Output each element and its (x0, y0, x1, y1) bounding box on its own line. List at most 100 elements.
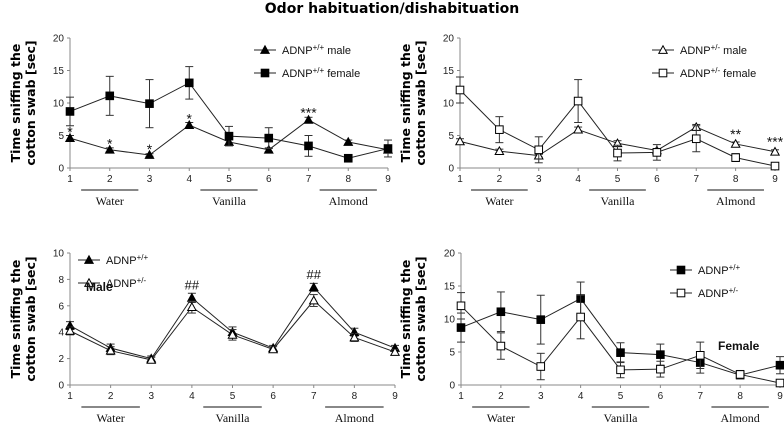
chart-panel-2: 0 5 10 15 20 1 2 3 4 5 6 7 8 9 Time sniffing the cotton… (398, 34, 784, 209)
x-tick-label: 7 (693, 174, 699, 185)
legend-marker (83, 277, 95, 287)
data-point (303, 114, 314, 124)
y-axis-label: Time sniffing the (398, 44, 413, 163)
y-tick-label: 20 (444, 249, 456, 260)
y-tick-label: 10 (53, 99, 65, 110)
x-tick-label: 4 (578, 391, 584, 402)
data-point (730, 138, 741, 148)
group-label: Water (485, 194, 513, 208)
data-point (186, 292, 197, 302)
x-tick-label: 2 (498, 391, 504, 402)
y-tick-label: 4 (58, 328, 64, 339)
data-point (616, 348, 625, 357)
legend-label: ADNP+/- male (680, 43, 747, 58)
x-tick-label: 3 (148, 391, 154, 402)
data-point (343, 136, 354, 146)
panel-label: Female (718, 339, 760, 353)
x-tick-label: 8 (733, 174, 739, 185)
data-point (65, 107, 75, 116)
legend-label: ADNP+/+ (698, 263, 740, 278)
data-point (455, 85, 465, 95)
data-point (496, 307, 506, 317)
data-point (731, 153, 740, 162)
y-tick-label: 0 (449, 381, 455, 392)
data-point (775, 378, 784, 388)
data-point (691, 134, 701, 144)
x-tick-label: 1 (67, 391, 73, 402)
y-axis-label: cotton swab [sec] (23, 40, 38, 165)
data-point (349, 332, 360, 342)
data-point (495, 125, 504, 134)
y-tick-label: 20 (53, 34, 65, 45)
data-point (456, 301, 466, 311)
legend-entry: ADNP+/- (78, 276, 146, 291)
x-tick-label: 2 (107, 174, 113, 185)
y-tick-label: 0 (58, 381, 64, 392)
legend-marker (260, 68, 270, 78)
data-point (456, 323, 466, 332)
legend-label: ADNP+/- (106, 276, 146, 291)
y-axis-label: cotton swab [sec] (23, 256, 38, 381)
data-point (64, 325, 76, 335)
data-point (536, 362, 546, 371)
series-2 (65, 66, 393, 163)
group-label: Water (96, 411, 124, 425)
y-tick-label: 10 (444, 315, 456, 326)
group-label: Almond (335, 411, 374, 425)
x-tick-label: 3 (538, 391, 544, 402)
data-point (389, 346, 401, 356)
data-point (263, 144, 274, 154)
data-point (145, 99, 154, 108)
x-tick-label: 9 (385, 174, 391, 185)
series-line (69, 82, 389, 159)
y-tick-label: 2 (58, 354, 64, 365)
data-point (105, 345, 116, 355)
y-axis-label: cotton swab [sec] (413, 40, 428, 165)
legend-marker (676, 265, 686, 275)
significance-mark: * (187, 110, 193, 126)
legend-marker (658, 68, 668, 78)
y-tick-label: 5 (449, 348, 455, 359)
y-tick-label: 15 (444, 282, 456, 293)
chart-panel-1: 0 5 10 15 20 1 2 3 4 5 6 7 8 9 Time sniffing the cotton… (8, 34, 394, 208)
group-label: Vanilla (604, 411, 639, 425)
chart-panel-4: 0 5 10 15 20 1 2 3 4 5 6 7 8 9 Time sniffing the cotton… (398, 249, 784, 425)
x-tick-label: 4 (189, 391, 195, 402)
x-tick-label: 6 (270, 391, 276, 402)
series-1 (64, 282, 401, 363)
y-tick-label: 10 (53, 249, 65, 260)
data-point (576, 312, 585, 322)
x-tick-label: 6 (658, 391, 664, 402)
data-point (695, 351, 705, 360)
data-point (573, 124, 584, 134)
x-tick-label: 1 (67, 174, 73, 185)
y-tick-label: 5 (448, 131, 454, 142)
x-tick-label: 7 (697, 391, 703, 402)
legend-label: ADNP+/- (698, 286, 738, 301)
legend-marker (676, 288, 686, 298)
legend-label: ADNP+/- female (680, 66, 756, 81)
x-tick-label: 4 (575, 174, 581, 185)
group-label: Water (96, 194, 124, 208)
x-tick-label: 8 (737, 391, 743, 402)
legend-entry: ADNP+/- male (652, 43, 747, 58)
data-point (656, 350, 665, 359)
x-tick-label: 1 (458, 391, 464, 402)
y-axis-label: Time sniffing the (398, 260, 413, 379)
x-tick-label: 5 (615, 174, 621, 185)
data-point (735, 370, 745, 379)
data-point (496, 341, 506, 351)
series-2 (456, 292, 784, 388)
legend-entry: ADNP+/+ (670, 263, 740, 278)
data-point (573, 96, 583, 106)
x-tick-label: 8 (352, 391, 358, 402)
data-point (105, 91, 115, 101)
x-tick-label: 6 (266, 174, 272, 185)
data-point (268, 344, 279, 354)
significance-mark: * (147, 141, 153, 157)
y-tick-label: 8 (58, 275, 64, 286)
data-point (383, 144, 393, 153)
y-tick-label: 10 (443, 99, 455, 110)
series-2 (64, 294, 401, 364)
legend-entry: ADNP+/- (670, 286, 738, 301)
